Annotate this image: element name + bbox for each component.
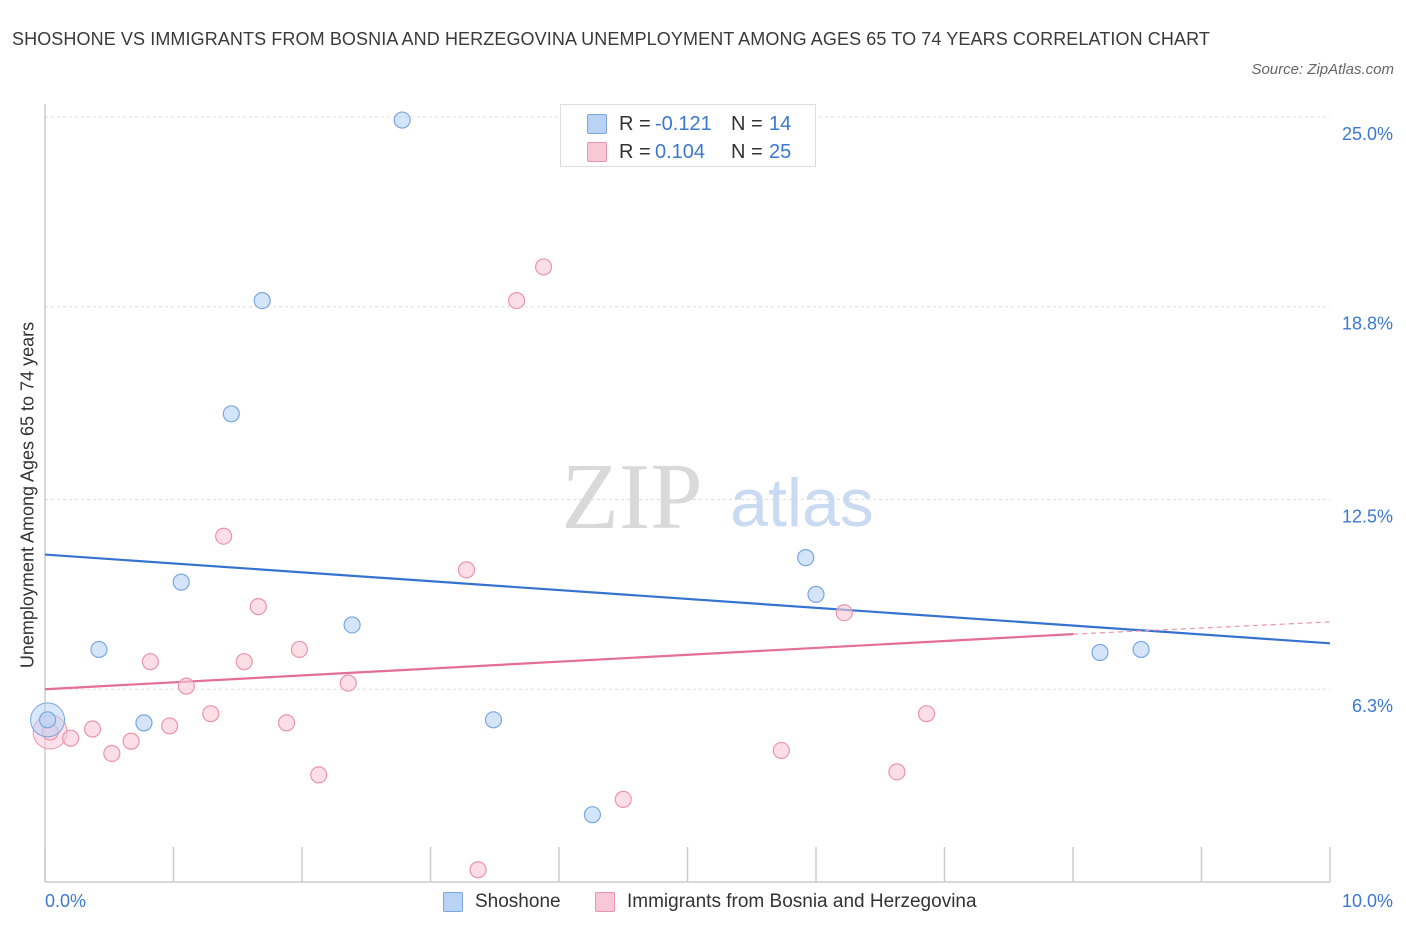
data-point-bosnia	[917, 705, 936, 723]
correlation-legend: R = -0.121 N = 14 R = 0.104 N = 25	[560, 104, 816, 167]
watermark: ZIP atlas	[562, 445, 874, 549]
source-label: Source: ZipAtlas.com	[1251, 61, 1394, 78]
series-swatch-shoshone	[443, 892, 463, 912]
watermark-atlas: atlas	[730, 465, 874, 541]
data-point-bosnia	[457, 561, 476, 579]
legend-r-label: R =	[619, 113, 651, 135]
legend-r-value-bosnia: 0.104	[655, 141, 706, 163]
y-axis-label: Unemployment Among Ages 65 to 74 years	[17, 321, 38, 669]
data-point-bosnia	[835, 604, 853, 622]
series-swatch-bosnia	[595, 892, 615, 912]
data-point-bosnia	[161, 717, 179, 735]
legend-r-label: R =	[619, 141, 651, 163]
x-tick-label-min: 0.0%	[45, 891, 86, 911]
data-point-bosnia	[310, 766, 328, 784]
legend-n-label: N =	[731, 141, 763, 163]
axes	[44, 104, 1331, 883]
y-tick-label: 6.3%	[1352, 696, 1393, 716]
data-point-bosnia	[103, 744, 121, 763]
series-legend: Shoshone Immigrants from Bosnia and Herz…	[0, 888, 1406, 916]
series-label-bosnia: Immigrants from Bosnia and Herzegovina	[627, 891, 977, 912]
legend-r-value-shoshone: -0.121	[655, 113, 712, 135]
data-points	[30, 111, 1150, 879]
data-point-shoshone	[172, 573, 190, 591]
legend-n-value-shoshone: 14	[769, 113, 792, 135]
grid-lines	[45, 116, 1330, 690]
y-tick-label: 12.5%	[1342, 507, 1393, 527]
tick-labels: 6.3% 12.5% 18.8% 25.0% 0.0% 10.0%	[45, 124, 1393, 911]
data-point-shoshone	[1132, 640, 1150, 659]
data-point-bosnia	[772, 741, 790, 760]
data-point-bosnia	[177, 677, 195, 695]
data-point-bosnia	[339, 674, 357, 692]
data-point-shoshone	[135, 714, 153, 732]
data-point-bosnia	[888, 763, 906, 781]
data-point-shoshone	[393, 111, 411, 129]
data-point-shoshone	[1091, 643, 1109, 662]
data-point-bosnia	[62, 729, 80, 747]
legend-n-value-bosnia: 25	[769, 141, 792, 163]
data-point-bosnia	[534, 258, 553, 276]
trend-lines	[44, 553, 1331, 691]
trend-line-bosnia-extension	[1072, 621, 1331, 635]
data-point-bosnia	[614, 790, 632, 808]
data-point-bosnia	[141, 653, 159, 671]
data-point-bosnia	[277, 714, 296, 732]
data-point-shoshone	[222, 405, 240, 423]
data-point-bosnia	[215, 527, 233, 545]
data-point-bosnia	[290, 640, 309, 659]
data-point-bosnia	[122, 732, 140, 750]
data-point-shoshone	[484, 711, 503, 729]
data-point-shoshone	[90, 640, 108, 659]
y-tick-label: 25.0%	[1342, 124, 1393, 144]
watermark-zip: ZIP	[562, 445, 703, 549]
data-point-shoshone	[807, 585, 825, 603]
data-point-shoshone	[583, 806, 602, 824]
x-tick-label-max: 10.0%	[1342, 891, 1393, 911]
series-label-shoshone: Shoshone	[475, 891, 561, 912]
data-point-bosnia	[507, 292, 526, 310]
trend-line-shoshone	[44, 553, 1331, 645]
data-point-shoshone	[797, 549, 815, 567]
data-point-shoshone	[253, 292, 271, 310]
y-tick-label: 18.8%	[1342, 314, 1393, 334]
trend-line-bosnia	[44, 633, 1074, 691]
data-point-bosnia	[202, 705, 220, 723]
data-point-shoshone	[343, 616, 361, 634]
data-point-shoshone	[38, 711, 57, 729]
data-point-bosnia	[249, 597, 267, 616]
data-point-bosnia	[235, 653, 253, 671]
chart-title: SHOSHONE VS IMMIGRANTS FROM BOSNIA AND H…	[12, 29, 1210, 49]
legend-swatch-bosnia	[587, 142, 607, 162]
legend-swatch-shoshone	[587, 114, 607, 134]
data-point-bosnia	[83, 720, 102, 738]
legend-n-label: N =	[731, 113, 763, 135]
data-point-bosnia	[469, 861, 487, 879]
